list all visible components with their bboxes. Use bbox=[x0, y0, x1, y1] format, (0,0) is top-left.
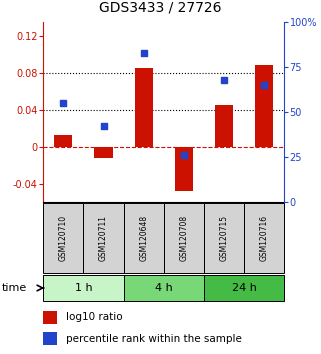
Bar bbox=[215, 105, 233, 147]
Point bbox=[141, 50, 146, 56]
Text: GSM120711: GSM120711 bbox=[99, 215, 108, 261]
FancyBboxPatch shape bbox=[164, 203, 204, 273]
FancyBboxPatch shape bbox=[43, 203, 83, 273]
Text: GSM120708: GSM120708 bbox=[179, 215, 188, 261]
Text: 4 h: 4 h bbox=[155, 283, 173, 293]
Bar bbox=[94, 147, 113, 158]
Point bbox=[101, 124, 106, 129]
Point bbox=[181, 152, 186, 158]
FancyBboxPatch shape bbox=[124, 203, 164, 273]
Bar bbox=[54, 135, 73, 147]
Bar bbox=[43, 332, 56, 346]
Text: log10 ratio: log10 ratio bbox=[66, 312, 123, 322]
Bar bbox=[134, 68, 153, 147]
Point bbox=[261, 82, 266, 88]
FancyBboxPatch shape bbox=[244, 203, 284, 273]
FancyBboxPatch shape bbox=[204, 203, 244, 273]
FancyBboxPatch shape bbox=[83, 203, 124, 273]
Text: percentile rank within the sample: percentile rank within the sample bbox=[66, 334, 242, 344]
FancyBboxPatch shape bbox=[204, 275, 284, 301]
Bar bbox=[43, 310, 56, 324]
FancyBboxPatch shape bbox=[124, 275, 204, 301]
Text: GDS3433 / 27726: GDS3433 / 27726 bbox=[99, 0, 222, 15]
Text: 24 h: 24 h bbox=[231, 283, 256, 293]
FancyBboxPatch shape bbox=[43, 275, 124, 301]
Point bbox=[61, 100, 66, 106]
Bar bbox=[175, 147, 193, 191]
Bar bbox=[255, 65, 273, 147]
Text: 1 h: 1 h bbox=[75, 283, 92, 293]
Text: time: time bbox=[2, 283, 27, 293]
Text: GSM120710: GSM120710 bbox=[59, 215, 68, 261]
Text: GSM120716: GSM120716 bbox=[259, 215, 269, 261]
Point bbox=[221, 77, 226, 82]
Text: GSM120715: GSM120715 bbox=[219, 215, 229, 261]
Text: GSM120648: GSM120648 bbox=[139, 215, 148, 261]
